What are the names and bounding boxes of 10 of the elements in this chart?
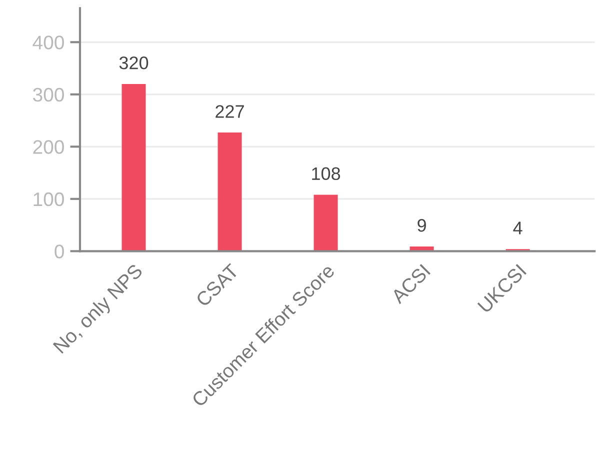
data-label: 227 <box>216 105 244 118</box>
y-tick-label: 300 <box>33 88 64 102</box>
data-label: 320 <box>119 56 148 70</box>
y-tick-label: 400 <box>32 36 64 50</box>
y-tick-label: 0 <box>54 244 64 258</box>
data-label: 9 <box>418 218 426 232</box>
y-tick-label: 100 <box>34 192 64 206</box>
y-tick-label: 200 <box>33 140 64 154</box>
data-label: 108 <box>312 167 340 180</box>
data-label: 4 <box>513 222 522 234</box>
